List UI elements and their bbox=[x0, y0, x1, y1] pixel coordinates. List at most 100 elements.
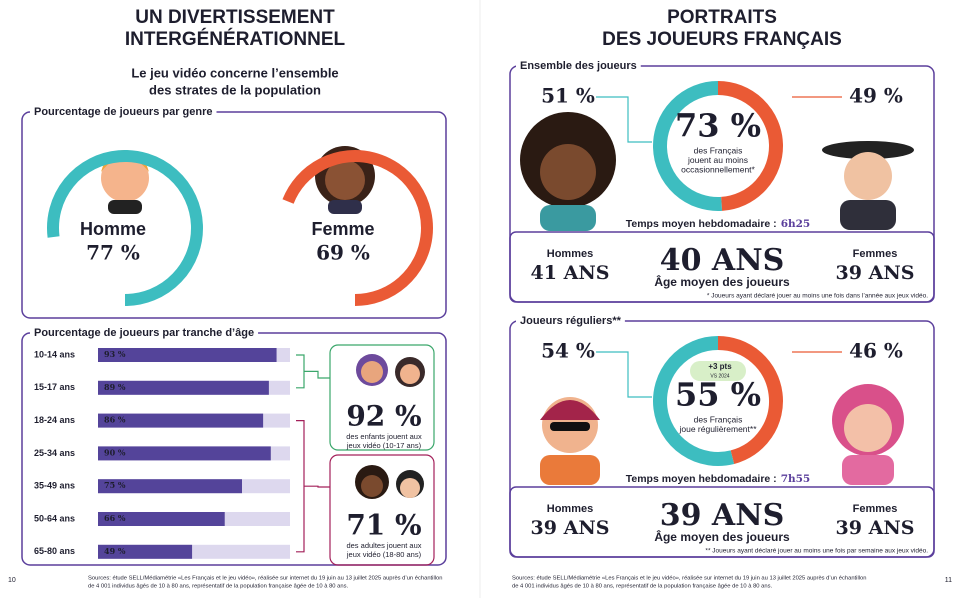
women-age: 39 ANS bbox=[836, 517, 915, 539]
women-age: 39 ANS bbox=[836, 262, 915, 284]
bar-value-label: 49 % bbox=[104, 546, 126, 556]
donut-arc bbox=[282, 150, 433, 306]
footnote: * Joueurs ayant déclaré jouer au moins u… bbox=[707, 293, 928, 300]
average-age-label: Âge moyen des joueurs bbox=[654, 529, 790, 544]
center-text: des Français bbox=[694, 414, 743, 424]
women-label: Femmes bbox=[853, 248, 898, 260]
age-row-box bbox=[509, 231, 935, 303]
avatar-adults bbox=[355, 465, 424, 499]
donut-segment bbox=[717, 81, 783, 211]
gender-value: 69 % bbox=[316, 241, 370, 265]
center-value: 73 % bbox=[675, 107, 761, 145]
age-label: 25-34 ans bbox=[34, 448, 75, 458]
callout-text: jeux vidéo (10-17 ans) bbox=[346, 441, 422, 450]
page-title: DES JOUEURS FRANÇAIS bbox=[602, 29, 842, 50]
men-age: 41 ANS bbox=[531, 262, 610, 284]
age-label: 15-17 ans bbox=[34, 382, 75, 392]
gender-label: Homme bbox=[80, 219, 146, 239]
avatar-cap-man bbox=[540, 397, 600, 485]
women-label: Femmes bbox=[853, 503, 898, 515]
label-background bbox=[30, 325, 259, 341]
donut-segment bbox=[717, 336, 783, 464]
donut-arc bbox=[47, 150, 203, 306]
men-age: 39 ANS bbox=[531, 517, 610, 539]
center-text: joue régulièrement** bbox=[678, 424, 757, 434]
bar-value-label: 66 % bbox=[104, 513, 126, 523]
weekly-time: Temps moyen hebdomadaire : 6h25 bbox=[626, 218, 811, 230]
section-title: Pourcentage de joueurs par tranche d’âge bbox=[34, 327, 254, 339]
sources: de 4 001 individus âgés de 10 à 80 ans, … bbox=[88, 584, 348, 590]
center-text: jouent au moins bbox=[687, 155, 748, 165]
avatar-hat-woman bbox=[822, 141, 914, 230]
bar-value-label: 89 % bbox=[104, 382, 126, 392]
gender-value: 77 % bbox=[86, 241, 140, 265]
badge-note: VS 2024 bbox=[710, 373, 729, 379]
bar-value-label: 93 % bbox=[104, 349, 126, 359]
page-title: INTERGÉNÉRATIONNEL bbox=[125, 28, 346, 50]
callout-box bbox=[329, 454, 435, 566]
age-row-box bbox=[509, 486, 935, 558]
badge-value: +3 pts bbox=[708, 362, 732, 371]
bar bbox=[98, 544, 193, 559]
bar-value-label: 86 % bbox=[104, 415, 126, 425]
section-title: Pourcentage de joueurs par genre bbox=[34, 106, 213, 118]
bar bbox=[98, 446, 271, 461]
women-share: 49 % bbox=[849, 84, 903, 108]
sources: de 4 001 individus âgés de 10 à 80 ans, … bbox=[512, 584, 772, 590]
age-label: 50-64 ans bbox=[34, 513, 75, 523]
center-text: des Français bbox=[694, 145, 743, 155]
badge bbox=[690, 361, 746, 381]
center-text: occasionnellement* bbox=[681, 164, 755, 174]
weekly-time-value: 7h55 bbox=[781, 473, 811, 485]
age-label: 10-14 ans bbox=[34, 349, 75, 359]
avatar-pink-woman bbox=[832, 384, 904, 485]
callout-value: 71 % bbox=[346, 509, 421, 542]
weekly-time-label: Temps moyen hebdomadaire : bbox=[626, 218, 777, 230]
page-number: 11 bbox=[945, 577, 952, 584]
label-background bbox=[516, 313, 625, 329]
donut-segment bbox=[653, 81, 723, 211]
callout-value: 92 % bbox=[346, 400, 421, 433]
bar bbox=[98, 380, 269, 395]
weekly-time: Temps moyen hebdomadaire : 7h55 bbox=[626, 473, 811, 485]
sources: Sources: étude SELL/Médiamétrie «Les Fra… bbox=[512, 576, 866, 582]
donut-segment bbox=[653, 336, 735, 466]
age-label: 18-24 ans bbox=[34, 415, 75, 425]
sources: Sources: étude SELL/Médiamétrie «Les Fra… bbox=[88, 576, 442, 582]
women-share: 46 % bbox=[849, 339, 903, 363]
bar bbox=[98, 479, 242, 494]
callout-text: des adultes jouent aux bbox=[346, 541, 421, 550]
label-background bbox=[516, 58, 641, 74]
gender-box bbox=[21, 111, 447, 319]
footnote: ** Joueurs ayant déclaré jouer au moins … bbox=[705, 548, 928, 555]
men-share: 51 % bbox=[541, 84, 595, 108]
subtitle: des strates de la population bbox=[149, 82, 321, 97]
gender-label: Femme bbox=[311, 219, 374, 239]
men-label: Hommes bbox=[547, 248, 593, 260]
bar-value-label: 90 % bbox=[104, 447, 126, 457]
bar bbox=[98, 413, 264, 428]
men-label: Hommes bbox=[547, 503, 593, 515]
age-label: 65-80 ans bbox=[34, 546, 75, 556]
subtitle: Le jeu vidéo concerne l’ensemble bbox=[131, 65, 338, 80]
center-value: 55 % bbox=[675, 376, 761, 414]
average-age-label: Âge moyen des joueurs bbox=[654, 274, 790, 289]
avatar-children bbox=[356, 354, 425, 387]
men-share: 54 % bbox=[541, 339, 595, 363]
bracket bbox=[296, 420, 330, 553]
callout-box bbox=[329, 344, 435, 451]
page-number: 10 bbox=[8, 577, 16, 584]
bracket bbox=[296, 354, 330, 389]
callout-text: des enfants jouent aux bbox=[346, 432, 422, 441]
callout-text: jeux vidéo (18-80 ans) bbox=[346, 550, 422, 559]
page-title: UN DIVERTISSEMENT bbox=[135, 7, 335, 28]
page-title: PORTRAITS bbox=[667, 7, 777, 28]
connector bbox=[596, 96, 652, 143]
bar bbox=[98, 512, 225, 526]
panel-title: Joueurs réguliers** bbox=[520, 315, 622, 327]
average-age: 40 ANS bbox=[660, 243, 785, 278]
average-age: 39 ANS bbox=[660, 498, 785, 533]
label-background bbox=[30, 104, 217, 120]
connector bbox=[596, 351, 652, 398]
